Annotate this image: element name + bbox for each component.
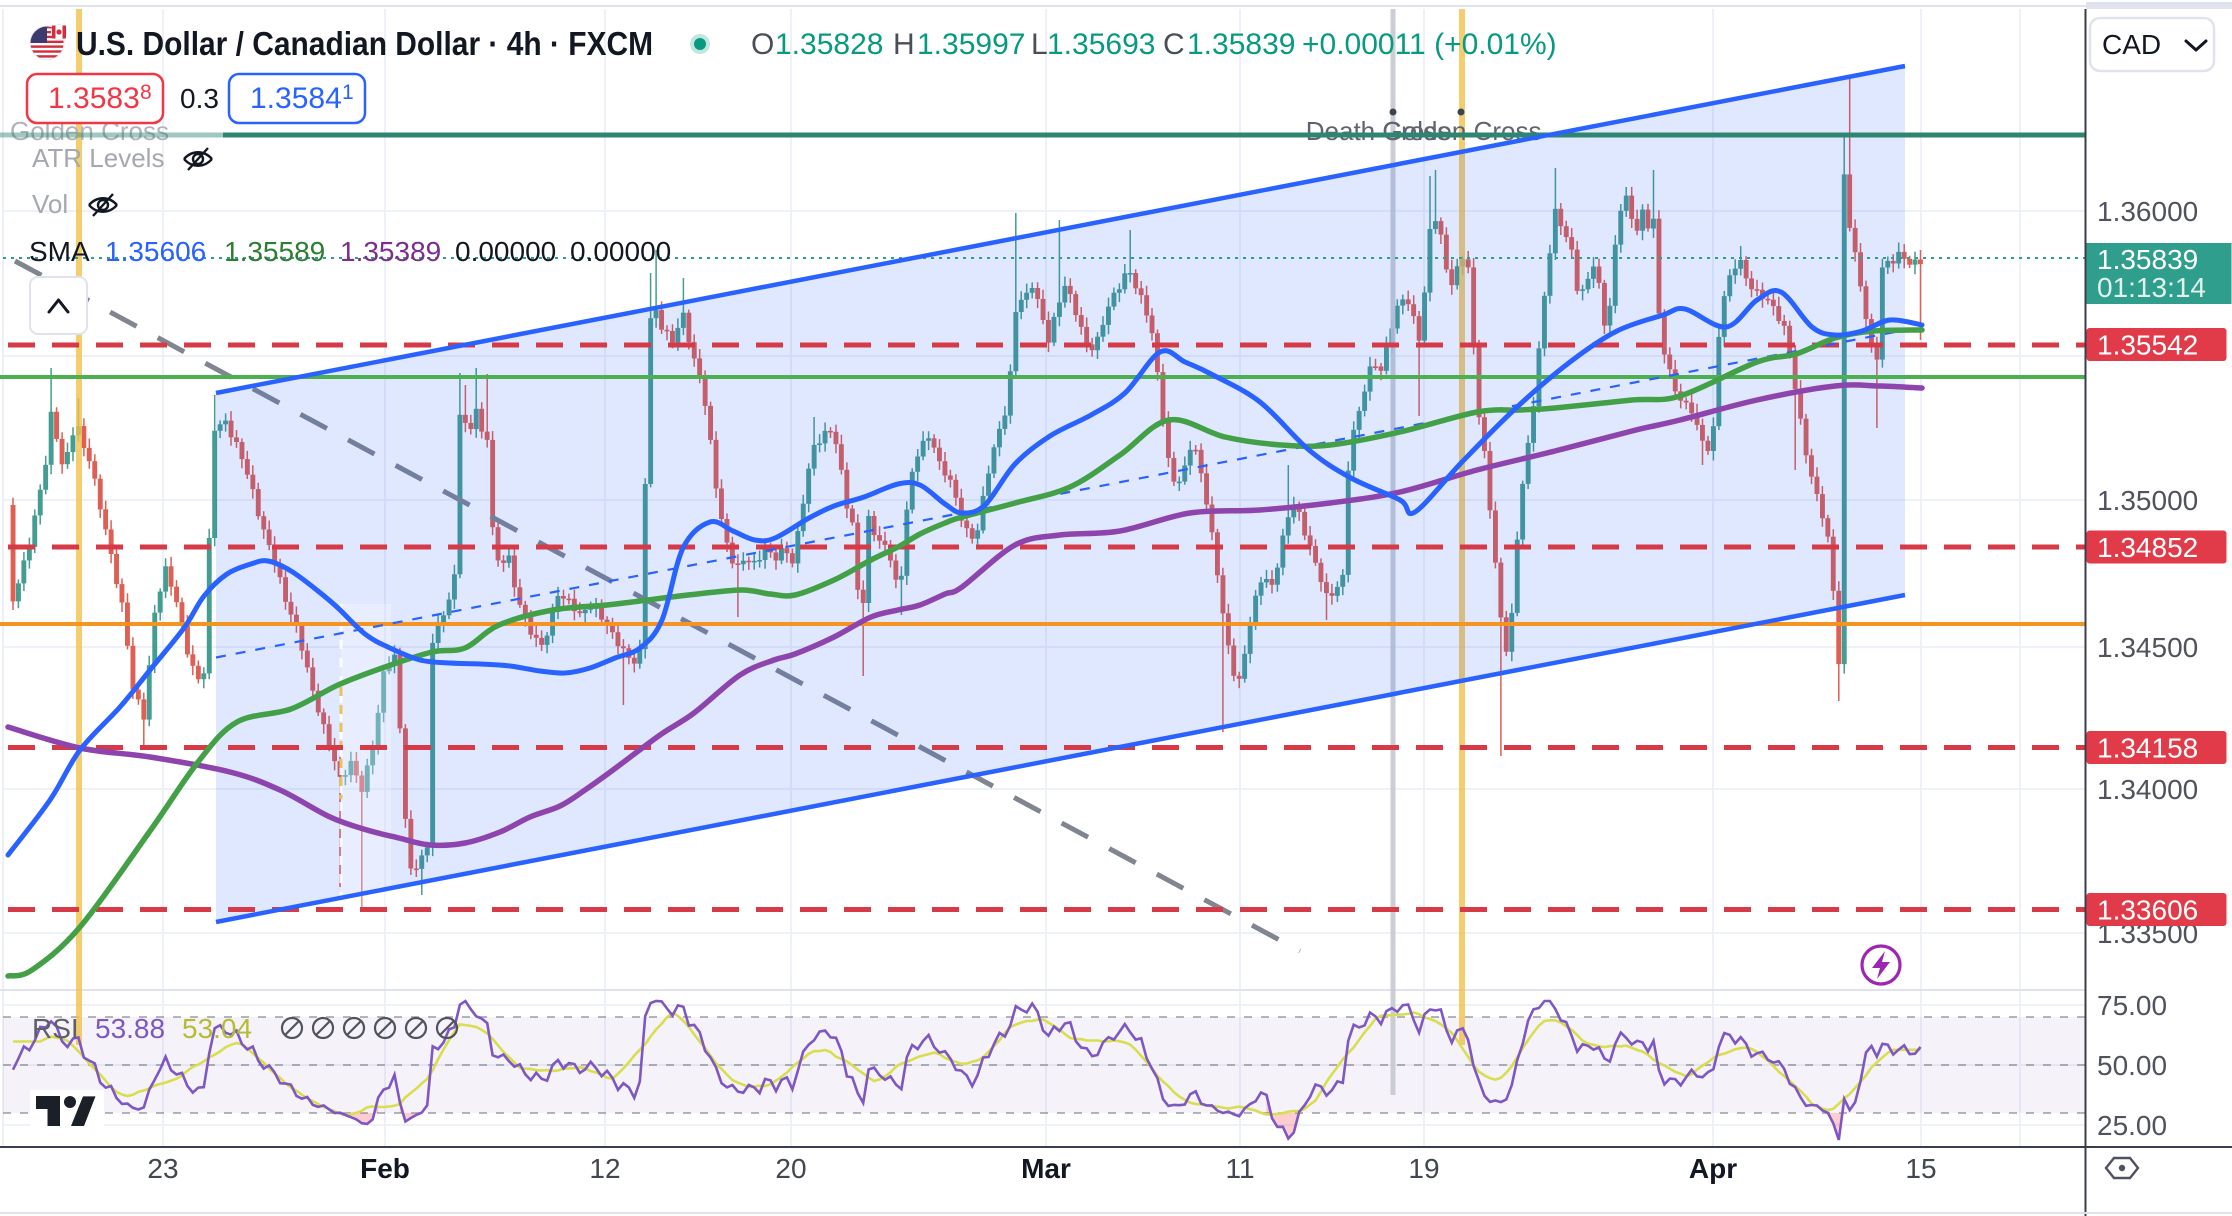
svg-text:O: O — [751, 28, 774, 61]
svg-text:U.S. Dollar / Canadian Dollar: U.S. Dollar / Canadian Dollar · 4h · FXC… — [76, 25, 653, 62]
svg-text:CAD: CAD — [2102, 29, 2161, 60]
svg-text:53.88: 53.88 — [95, 1013, 165, 1044]
svg-text:RSI: RSI — [32, 1013, 79, 1044]
svg-text:1: 1 — [342, 81, 354, 104]
svg-text:H: H — [893, 28, 915, 61]
svg-text:1.34000: 1.34000 — [2097, 774, 2198, 805]
svg-text:ATR Levels: ATR Levels — [32, 143, 164, 173]
svg-text:53.04: 53.04 — [182, 1013, 252, 1044]
svg-text:1.35606: 1.35606 — [105, 236, 206, 267]
svg-text:11: 11 — [1225, 1153, 1254, 1184]
svg-text:0.00000: 0.00000 — [455, 236, 556, 267]
svg-text:1.35693: 1.35693 — [1047, 28, 1155, 61]
svg-text:0.00000: 0.00000 — [570, 236, 671, 267]
svg-text:C: C — [1163, 28, 1185, 61]
svg-text:1.35389: 1.35389 — [340, 236, 441, 267]
svg-text:1.3584: 1.3584 — [250, 82, 342, 115]
svg-text:15: 15 — [1905, 1153, 1936, 1184]
svg-text:1.35997: 1.35997 — [917, 28, 1025, 61]
svg-text:75.00: 75.00 — [2097, 990, 2167, 1021]
svg-text:1.34852: 1.34852 — [2097, 532, 2198, 563]
svg-text:SMA: SMA — [29, 236, 90, 267]
svg-text:50.00: 50.00 — [2097, 1050, 2167, 1081]
svg-text:1.35828: 1.35828 — [775, 28, 883, 61]
svg-text:01:13:14: 01:13:14 — [2097, 272, 2206, 303]
svg-text:1.34500: 1.34500 — [2097, 632, 2198, 663]
svg-text:1.35839: 1.35839 — [2097, 244, 2198, 275]
svg-text:Mar: Mar — [1021, 1153, 1071, 1184]
svg-text:1.3583: 1.3583 — [48, 82, 140, 115]
svg-text:Apr: Apr — [1689, 1153, 1737, 1184]
svg-text:Vol: Vol — [32, 189, 68, 219]
svg-text:12: 12 — [589, 1153, 620, 1184]
svg-text:L: L — [1031, 28, 1048, 61]
svg-text:1.35000: 1.35000 — [2097, 485, 2198, 516]
svg-text:25.00: 25.00 — [2097, 1110, 2167, 1141]
svg-text:1.33606: 1.33606 — [2097, 895, 2198, 926]
svg-text:20: 20 — [775, 1153, 806, 1184]
svg-text:+0.00011 (+0.01%): +0.00011 (+0.01%) — [1302, 28, 1557, 61]
svg-text:1.34158: 1.34158 — [2097, 733, 2198, 764]
svg-text:1.35542: 1.35542 — [2097, 330, 2198, 361]
svg-text:8: 8 — [140, 81, 152, 104]
svg-text:0.3: 0.3 — [180, 83, 219, 114]
svg-text:1.35839: 1.35839 — [1187, 28, 1295, 61]
svg-text:1.36000: 1.36000 — [2097, 196, 2198, 227]
svg-text:Feb: Feb — [360, 1153, 410, 1184]
svg-text:1.35589: 1.35589 — [224, 236, 325, 267]
svg-text:Death Cross: Death Cross — [1306, 116, 1451, 146]
svg-text:19: 19 — [1408, 1153, 1439, 1184]
svg-text:23: 23 — [147, 1153, 178, 1184]
